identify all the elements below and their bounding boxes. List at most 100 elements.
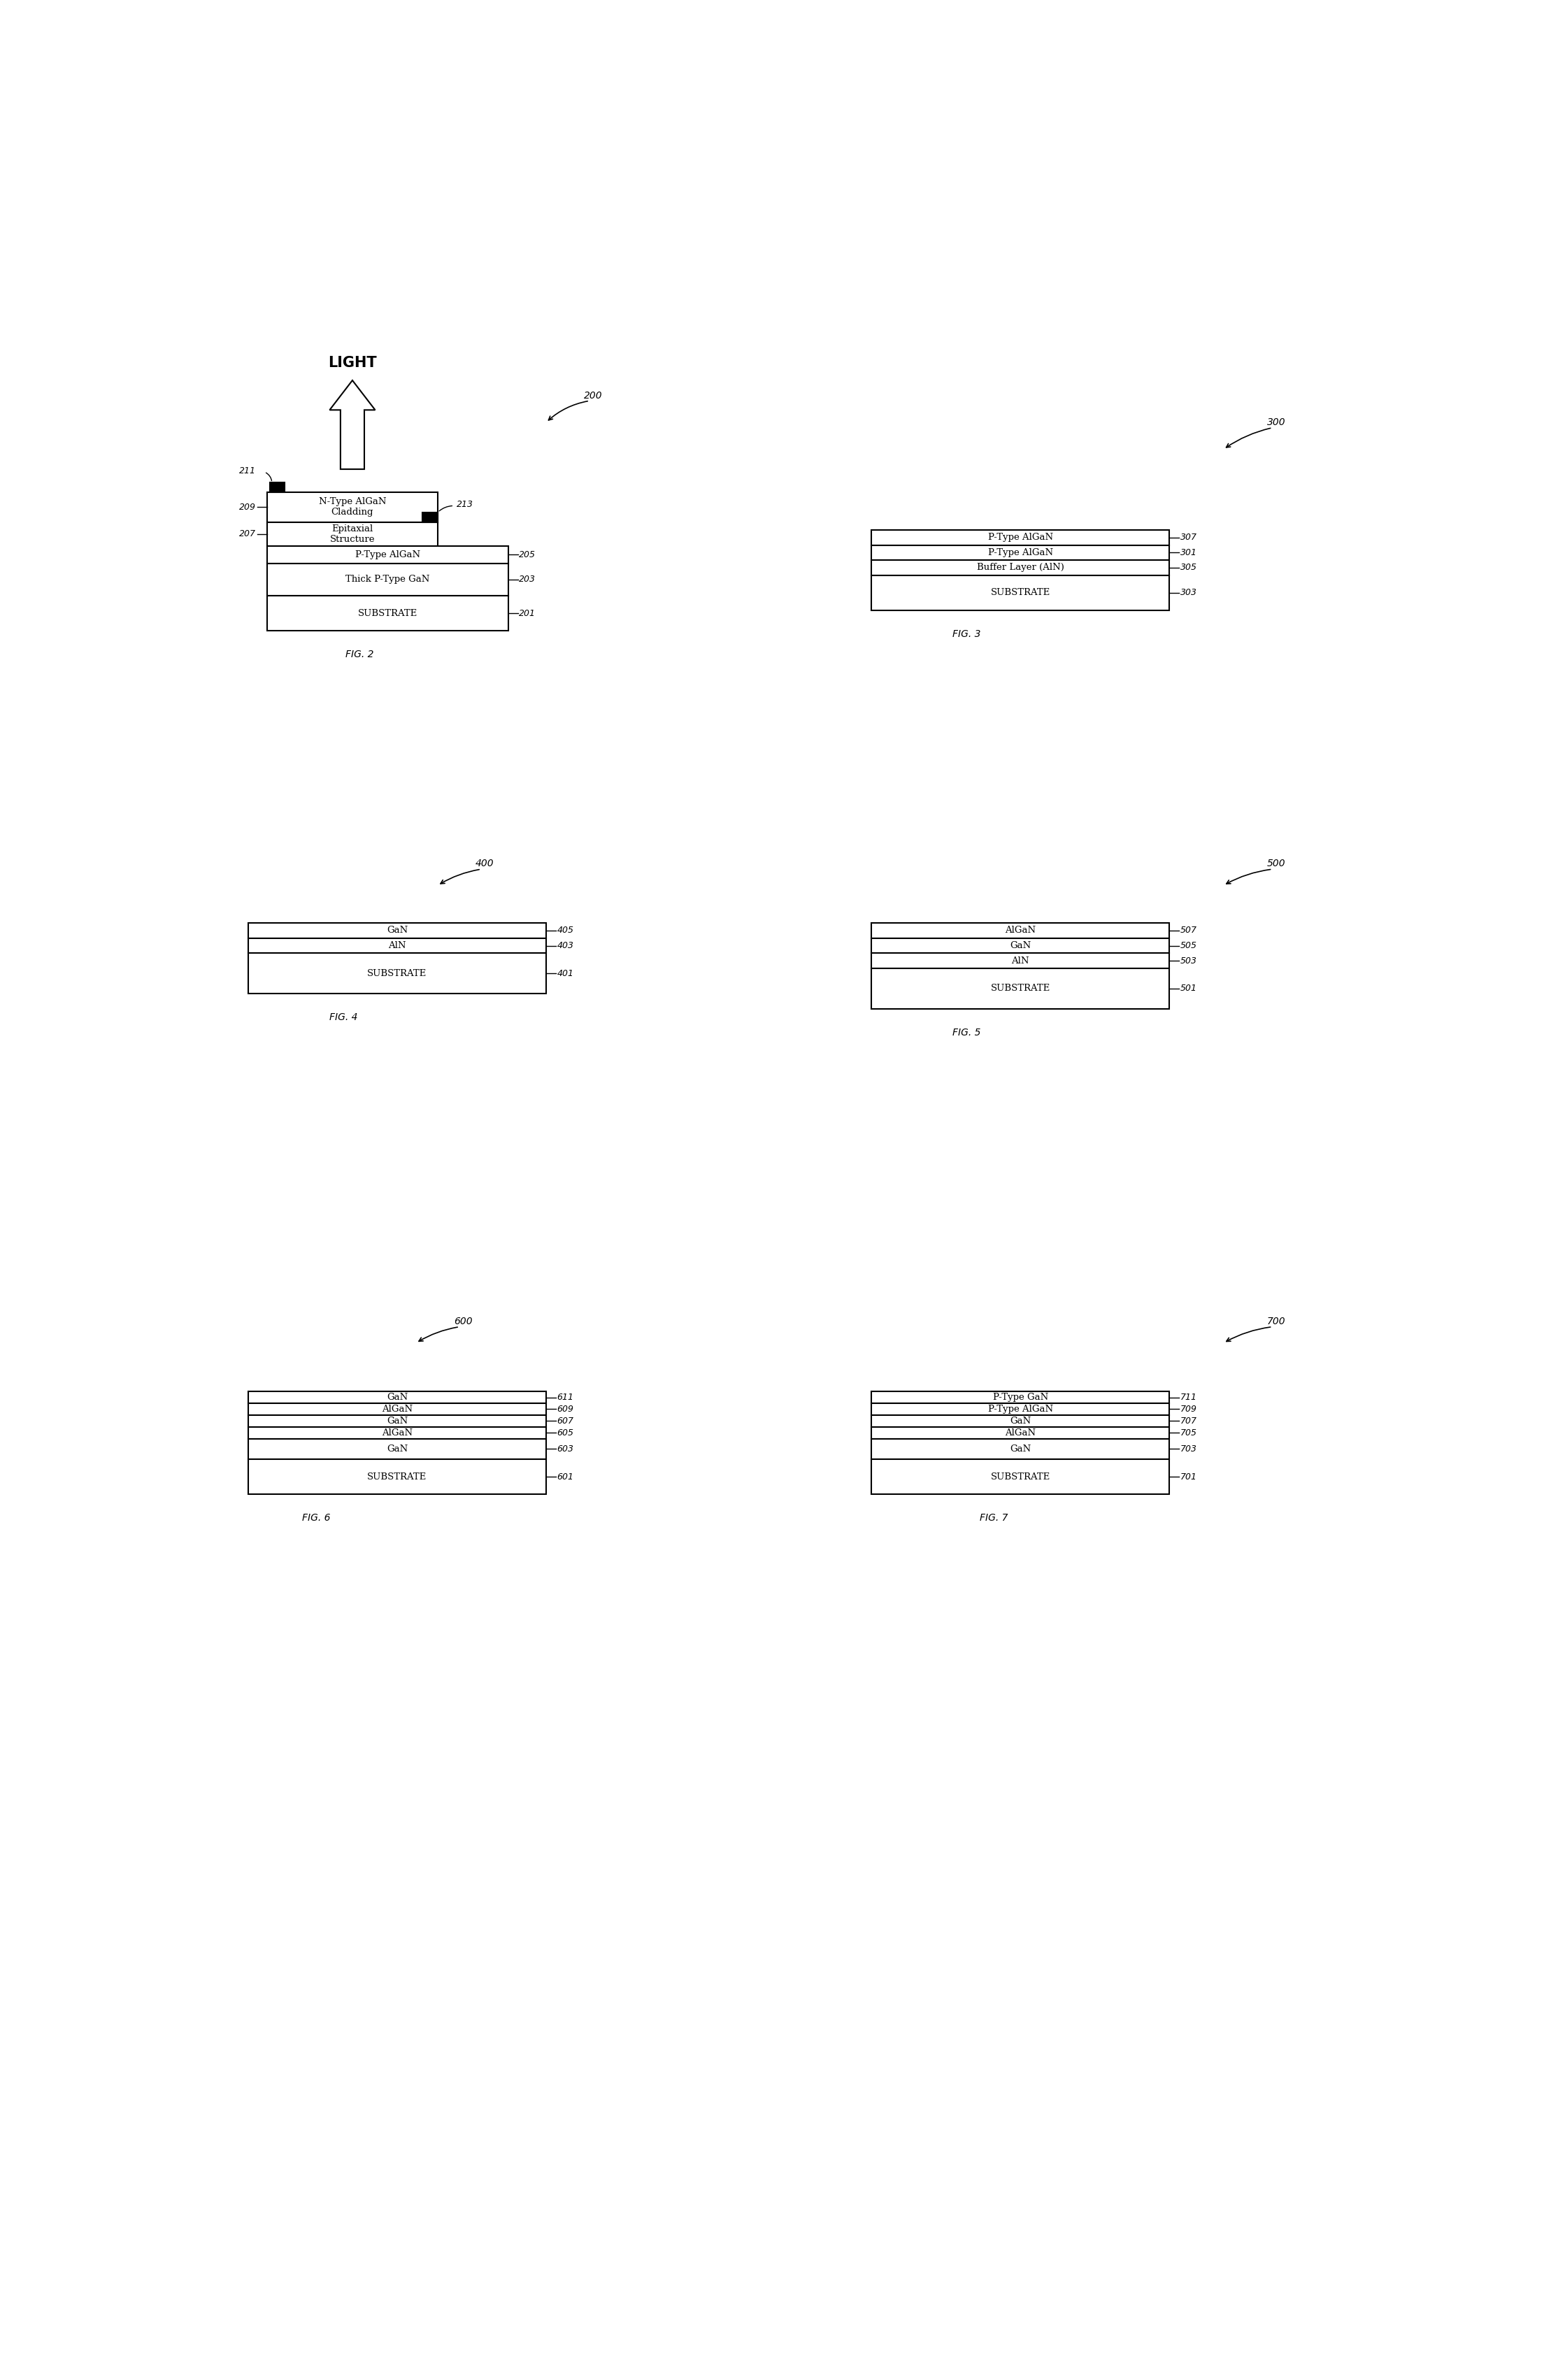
Bar [872, 952, 1169, 969]
Text: SUBSTRATE: SUBSTRATE [358, 609, 417, 619]
Bar [248, 1459, 546, 1495]
Bar [248, 938, 546, 952]
Text: SUBSTRATE: SUBSTRATE [991, 1473, 1050, 1480]
Bar [872, 938, 1169, 952]
Text: GaN: GaN [386, 1392, 408, 1402]
Bar [267, 493, 437, 521]
Text: 600: 600 [454, 1316, 473, 1326]
Text: Buffer Layer (AlN): Buffer Layer (AlN) [977, 564, 1064, 571]
Text: 700: 700 [1267, 1316, 1286, 1326]
Bar [267, 521, 437, 545]
Bar [248, 952, 546, 992]
Text: GaN: GaN [1010, 940, 1031, 950]
Bar [248, 1416, 546, 1428]
Text: P-Type AlGaN: P-Type AlGaN [355, 550, 420, 559]
Text: P-Type AlGaN: P-Type AlGaN [988, 533, 1053, 543]
Bar [872, 576, 1169, 609]
Text: 505: 505 [1180, 940, 1197, 950]
Text: GaN: GaN [1010, 1445, 1031, 1454]
Text: FIG. 3: FIG. 3 [952, 628, 980, 638]
Text: SUBSTRATE: SUBSTRATE [991, 588, 1050, 597]
Bar [872, 969, 1169, 1009]
Text: 209: 209 [239, 502, 256, 512]
Bar [872, 1440, 1169, 1459]
Text: 400: 400 [476, 859, 495, 869]
Text: AlN: AlN [388, 940, 406, 950]
Bar [872, 1392, 1169, 1404]
Text: Epitaxial
Structure: Epitaxial Structure [330, 524, 375, 545]
Text: GaN: GaN [386, 926, 408, 935]
Text: 403: 403 [557, 940, 574, 950]
Text: 211: 211 [239, 466, 256, 476]
Text: P-Type AlGaN: P-Type AlGaN [988, 1404, 1053, 1414]
Text: 711: 711 [1180, 1392, 1197, 1402]
Text: 705: 705 [1180, 1428, 1197, 1438]
Bar [422, 512, 437, 521]
Text: FIG. 5: FIG. 5 [952, 1028, 980, 1038]
Text: AlGaN: AlGaN [382, 1428, 413, 1438]
Text: 507: 507 [1180, 926, 1197, 935]
Bar [872, 1459, 1169, 1495]
Text: 607: 607 [557, 1416, 574, 1426]
Bar [267, 595, 509, 631]
Text: 203: 203 [520, 576, 535, 583]
Text: 601: 601 [557, 1473, 574, 1480]
Text: GaN: GaN [1010, 1416, 1031, 1426]
Bar [248, 1428, 546, 1440]
Bar [872, 531, 1169, 545]
Text: 200: 200 [585, 390, 603, 400]
Text: FIG. 6: FIG. 6 [302, 1514, 330, 1523]
Bar [267, 545, 509, 564]
Text: AlN: AlN [1011, 957, 1030, 966]
Text: 305: 305 [1180, 564, 1197, 571]
Text: 611: 611 [557, 1392, 574, 1402]
Text: 303: 303 [1180, 588, 1197, 597]
Text: P-Type GaN: P-Type GaN [993, 1392, 1048, 1402]
Bar [872, 1404, 1169, 1416]
Bar [872, 559, 1169, 576]
Text: 501: 501 [1180, 983, 1197, 992]
Text: 401: 401 [557, 969, 574, 978]
Text: N-Type AlGaN
Cladding: N-Type AlGaN Cladding [318, 497, 386, 516]
Bar [267, 564, 509, 595]
Text: 205: 205 [520, 550, 535, 559]
Text: FIG. 2: FIG. 2 [346, 650, 374, 659]
Polygon shape [330, 381, 375, 469]
Text: P-Type AlGaN: P-Type AlGaN [988, 547, 1053, 557]
Text: SUBSTRATE: SUBSTRATE [368, 1473, 427, 1480]
Text: 207: 207 [239, 528, 256, 538]
Text: Thick P-Type GaN: Thick P-Type GaN [346, 576, 430, 583]
Bar [248, 1404, 546, 1416]
Text: AlGaN: AlGaN [1005, 926, 1036, 935]
Text: FIG. 7: FIG. 7 [980, 1514, 1008, 1523]
Text: GaN: GaN [386, 1416, 408, 1426]
Text: SUBSTRATE: SUBSTRATE [991, 983, 1050, 992]
Text: AlGaN: AlGaN [1005, 1428, 1036, 1438]
Text: SUBSTRATE: SUBSTRATE [368, 969, 427, 978]
Text: FIG. 4: FIG. 4 [329, 1012, 358, 1021]
Bar [248, 1440, 546, 1459]
Text: 605: 605 [557, 1428, 574, 1438]
Text: 703: 703 [1180, 1445, 1197, 1454]
Bar [270, 483, 285, 493]
Text: GaN: GaN [386, 1445, 408, 1454]
Text: AlGaN: AlGaN [382, 1404, 413, 1414]
Text: 701: 701 [1180, 1473, 1197, 1480]
Text: 300: 300 [1267, 416, 1286, 428]
Bar [248, 923, 546, 938]
Text: 603: 603 [557, 1445, 574, 1454]
Text: 307: 307 [1180, 533, 1197, 543]
Text: 503: 503 [1180, 957, 1197, 966]
Bar [872, 1428, 1169, 1440]
Text: 709: 709 [1180, 1404, 1197, 1414]
Text: 301: 301 [1180, 547, 1197, 557]
Text: 707: 707 [1180, 1416, 1197, 1426]
Text: 500: 500 [1267, 859, 1286, 869]
Text: 609: 609 [557, 1404, 574, 1414]
Text: 405: 405 [557, 926, 574, 935]
Bar [248, 1392, 546, 1404]
Text: 201: 201 [520, 609, 535, 619]
Bar [872, 1416, 1169, 1428]
Bar [872, 545, 1169, 559]
Bar [872, 923, 1169, 938]
